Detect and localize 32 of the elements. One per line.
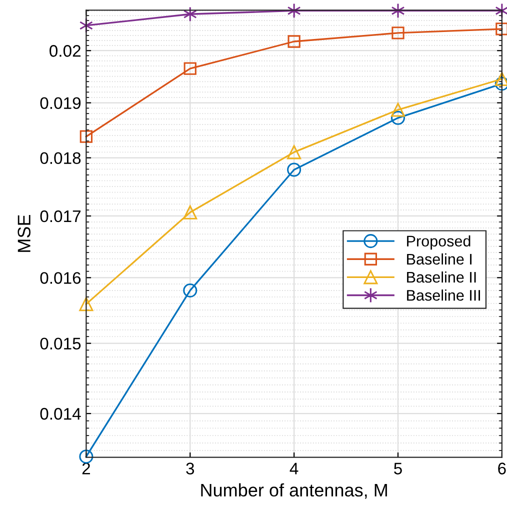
x-tick-label: 2 bbox=[82, 462, 90, 474]
point bbox=[183, 205, 198, 220]
legend-label: Proposed bbox=[407, 235, 470, 250]
point bbox=[390, 102, 406, 117]
y-tick-label: 0.015 bbox=[40, 338, 81, 350]
x-axis-title: Number of antennas, M bbox=[201, 483, 387, 499]
x-tick-label: 5 bbox=[394, 462, 402, 474]
point bbox=[496, 22, 507, 36]
point bbox=[183, 283, 198, 298]
point bbox=[80, 130, 93, 143]
legend-label: Baseline II bbox=[407, 271, 476, 283]
point bbox=[391, 3, 405, 18]
x-tick-label: 4 bbox=[290, 462, 298, 474]
y-axis-title: MSE bbox=[18, 214, 30, 252]
point bbox=[287, 145, 302, 160]
y-tick-label: 0.016 bbox=[40, 272, 81, 284]
point bbox=[390, 110, 406, 125]
point bbox=[392, 26, 404, 40]
y-tick-label: 0.018 bbox=[40, 152, 81, 164]
y-tick-label: 0.02 bbox=[50, 45, 80, 57]
x-tick-label: 3 bbox=[186, 462, 194, 474]
point bbox=[287, 162, 302, 177]
point bbox=[288, 35, 300, 48]
point bbox=[79, 450, 94, 464]
legend-label: Baseline I bbox=[407, 253, 472, 265]
legend-label: Baseline III bbox=[407, 290, 480, 301]
y-tick-label: 0.014 bbox=[40, 408, 81, 420]
y-tick-label: 0.017 bbox=[40, 210, 80, 222]
x-tick-label: 6 bbox=[498, 462, 506, 474]
point bbox=[184, 62, 196, 75]
y-tick-label: 0.019 bbox=[40, 97, 81, 110]
point bbox=[79, 297, 94, 312]
